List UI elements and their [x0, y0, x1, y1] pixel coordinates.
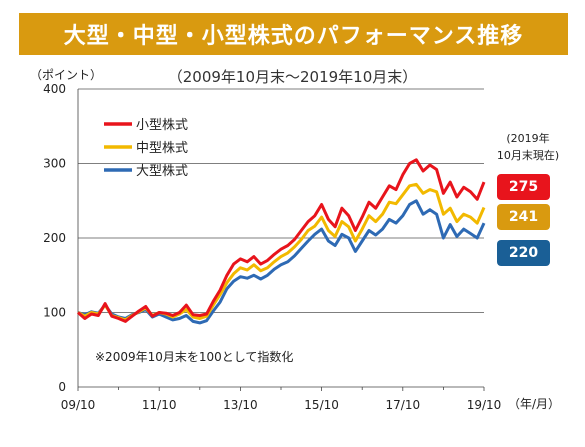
chart-title: 大型・中型・小型株式のパフォーマンス推移 [19, 13, 568, 55]
x-tick-label: 17/10 [386, 398, 421, 412]
y-axis-ticks: 0 100 200 300 400 [43, 82, 66, 394]
x-tick-label: 11/10 [142, 398, 177, 412]
series-line [77, 182, 486, 322]
y-tick-label: 0 [58, 380, 66, 394]
y-tick-label: 200 [43, 231, 66, 245]
series-lines [77, 158, 486, 325]
y-tick-label: 400 [43, 82, 66, 96]
mid-cap-value-badge: 241 [497, 204, 550, 230]
caption-line-1: (2019年 [506, 132, 550, 145]
x-tick-label: 15/10 [304, 398, 339, 412]
x-axis-unit: （年/月） [508, 397, 561, 411]
x-tick-label: 09/10 [61, 398, 96, 412]
y-tick-label: 300 [43, 157, 66, 171]
x-tick-label: 13/10 [223, 398, 258, 412]
gridlines [77, 88, 484, 388]
y-axis-unit: （ポイント） [30, 68, 103, 82]
legend-label: 大型株式 [136, 164, 188, 179]
y-tick-label: 100 [43, 306, 66, 320]
chart-note: ※2009年10月末を100として指数化 [95, 349, 293, 364]
series-line [77, 158, 486, 323]
small-cap-value-badge: 275 [497, 174, 550, 200]
x-tick-label: 19/10 [467, 398, 502, 412]
caption-line-2: 10月末現在) [496, 149, 560, 162]
legend-label: 小型株式 [136, 118, 188, 133]
legend-label: 中型株式 [136, 141, 188, 156]
series-line [77, 199, 486, 325]
large-cap-value-badge: 220 [497, 240, 550, 266]
chart-subtitle: （2009年10月末～2019年10月末） [167, 68, 418, 86]
current-values-caption: (2019年 10月末現在) [488, 130, 568, 164]
x-axis-ticks: 09/10 11/10 13/10 15/10 17/10 19/10 [61, 387, 502, 412]
